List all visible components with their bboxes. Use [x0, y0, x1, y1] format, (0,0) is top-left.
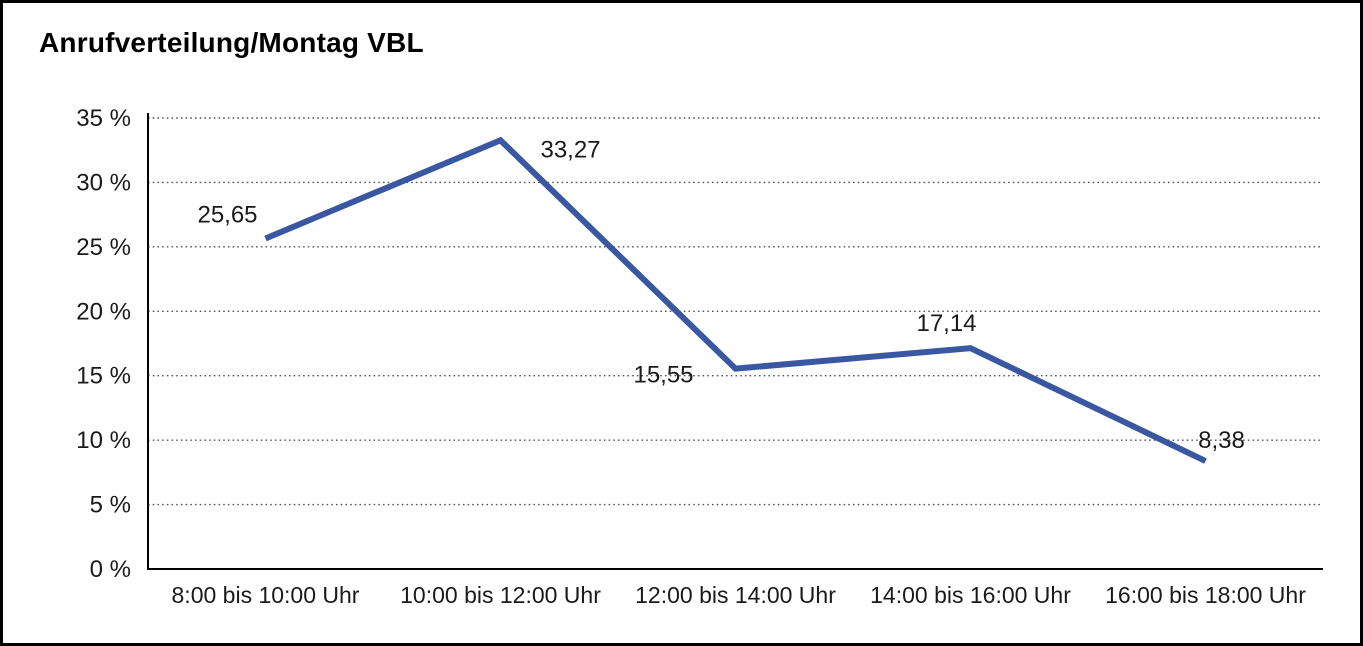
y-tick-label: 10 %: [76, 427, 131, 454]
y-tick-label: 15 %: [76, 363, 131, 390]
data-label: 8,38: [1198, 427, 1245, 454]
y-tick-label: 20 %: [76, 298, 131, 325]
x-category-label: 12:00 bis 14:00 Uhr: [635, 582, 836, 608]
y-tick-label: 35 %: [76, 105, 131, 132]
data-label: 17,14: [916, 310, 976, 337]
data-label: 15,55: [633, 362, 693, 389]
y-tick-label: 30 %: [76, 169, 131, 196]
y-tick-label: 0 %: [90, 556, 131, 583]
x-category-label: 16:00 bis 18:00 Uhr: [1105, 582, 1306, 608]
x-category-label: 10:00 bis 12:00 Uhr: [400, 582, 601, 608]
y-tick-label: 25 %: [76, 234, 131, 261]
data-series-line: [264, 136, 1207, 464]
chart-title: Anrufverteilung/Montag VBL: [39, 27, 424, 58]
data-label: 33,27: [540, 136, 600, 163]
x-category-label: 14:00 bis 16:00 Uhr: [870, 582, 1071, 608]
line-chart: 0 % 5 % 10 % 15 % 20 % 25 % 30 % 35 % 8:00 bis 1…: [76, 105, 1323, 608]
y-tick-label: 5 %: [90, 492, 131, 519]
data-label: 25,65: [197, 201, 257, 228]
x-category-label: 8:00 bis 10:00 Uhr: [172, 582, 360, 608]
